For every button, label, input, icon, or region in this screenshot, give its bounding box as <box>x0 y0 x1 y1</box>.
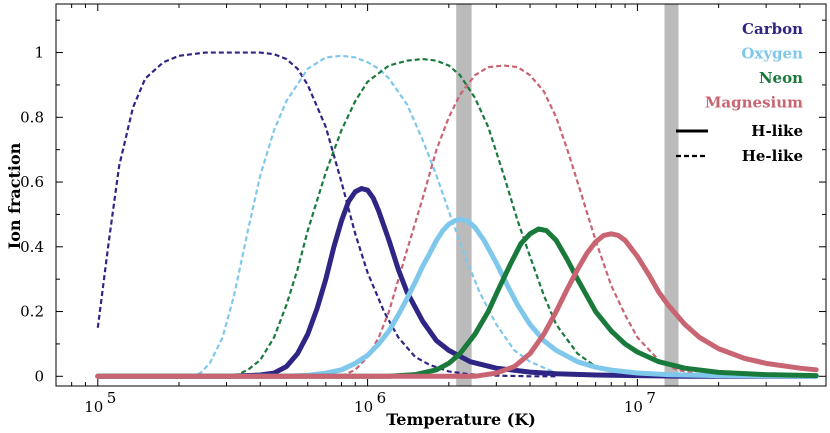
series-lines <box>95 51 819 379</box>
y-tick-label: 0.8 <box>20 108 44 126</box>
line-oxygen-h-like <box>95 216 819 379</box>
axis-ticks <box>56 4 826 386</box>
legend-label-he-like: He-like <box>742 147 803 165</box>
y-tick-label: 0.2 <box>20 303 44 321</box>
x-tick-label-exponent: 6 <box>377 389 387 407</box>
x-axis-title: Temperature (K) <box>386 410 536 429</box>
line-magnesium-h-like <box>95 231 819 379</box>
legend: Carbon Oxygen Neon Magnesium H-like He-like <box>676 20 803 165</box>
y-tick-label: 1 <box>34 44 44 62</box>
y-tick-label: 0.4 <box>20 238 44 256</box>
shaded-band-1 <box>456 4 472 386</box>
line-oxygen-he-like <box>189 54 578 378</box>
plot-frame <box>55 3 827 387</box>
y-axis-title: Ion fraction <box>5 142 24 249</box>
x-tick-label: 10 <box>624 398 643 416</box>
line-carbon-he-like <box>96 51 557 378</box>
shaded-bands <box>456 4 679 386</box>
x-tick-label: 10 <box>84 398 103 416</box>
legend-label-oxygen: Oxygen <box>741 45 803 63</box>
x-tick-label: 10 <box>354 398 373 416</box>
y-tick-label: 0 <box>34 367 44 385</box>
legend-label-carbon: Carbon <box>742 20 803 38</box>
line-neon-h-like <box>95 226 819 379</box>
line-neon-he-like <box>233 57 638 378</box>
line-magnesium-he-like <box>340 64 719 378</box>
x-tick-label-exponent: 7 <box>646 389 656 407</box>
y-tick-label: 0.6 <box>20 173 44 191</box>
legend-label-neon: Neon <box>759 69 803 87</box>
legend-label-h-like: H-like <box>751 122 803 140</box>
shaded-band-2 <box>664 4 679 386</box>
x-tick-label-exponent: 5 <box>107 389 117 407</box>
line-carbon-h-like <box>95 186 819 379</box>
legend-label-magnesium: Magnesium <box>705 94 803 112</box>
